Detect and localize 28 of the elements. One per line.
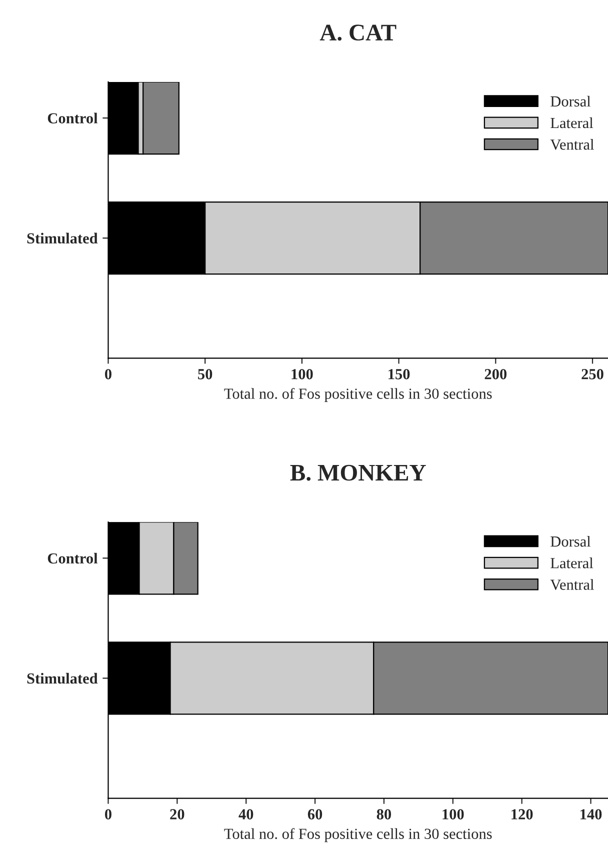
- x-tick-label: 250: [582, 369, 604, 380]
- y-tick-label: Control: [48, 112, 98, 124]
- x-tick-label: 200: [484, 369, 507, 380]
- legend-label: Lateral: [550, 558, 594, 568]
- legend-label: Dorsal: [550, 96, 591, 107]
- x-tick-label: 0: [104, 369, 112, 380]
- x-axis-title: Total no. of Fos positive cells in 30 sections: [224, 388, 492, 402]
- y-tick-label: Stimulated: [27, 232, 98, 244]
- x-tick-label: 50: [198, 369, 212, 380]
- x-tick-label: 150: [388, 369, 410, 380]
- x-tick-label: 100: [292, 369, 313, 380]
- x-axis-title: Total no. of Fos positive cells in 30 sections: [224, 828, 492, 842]
- legend-label: Dorsal: [550, 536, 591, 547]
- x-tick-label: 0: [104, 809, 112, 820]
- legend-label: Ventral: [550, 139, 594, 150]
- legend-label: Lateral: [550, 117, 594, 128]
- x-tick-label: 120: [512, 809, 533, 820]
- chart-title: B. MONKEY: [290, 464, 426, 481]
- chart-title: A. CAT: [320, 24, 396, 41]
- y-tick-label: Stimulated: [27, 672, 98, 684]
- x-tick-label: 60: [308, 809, 322, 820]
- y-tick-label: Control: [48, 552, 98, 564]
- x-tick-label: 20: [170, 809, 184, 820]
- x-tick-label: 40: [238, 809, 254, 820]
- legend-label: Ventral: [550, 579, 594, 590]
- x-tick-label: 100: [442, 809, 464, 820]
- x-tick-label: 140: [580, 809, 602, 820]
- x-tick-label: 80: [376, 809, 392, 820]
